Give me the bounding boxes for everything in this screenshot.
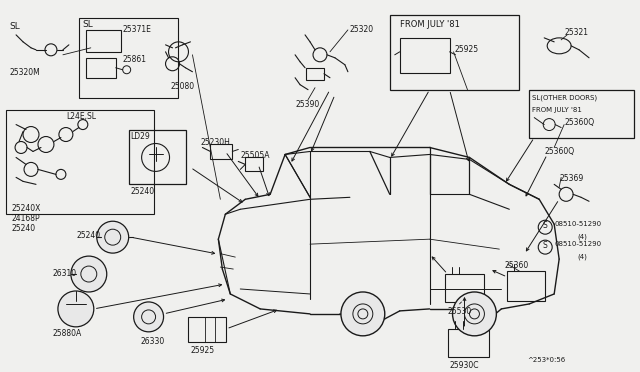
- Text: L24E,SL: L24E,SL: [66, 112, 96, 121]
- Text: S: S: [543, 241, 548, 250]
- Bar: [188, 317, 227, 342]
- Text: SL(OTHER DOORS): SL(OTHER DOORS): [532, 94, 597, 101]
- Circle shape: [134, 302, 164, 332]
- Text: 25925: 25925: [191, 346, 214, 355]
- Text: 26310: 26310: [53, 269, 77, 278]
- Text: 25880A: 25880A: [53, 329, 82, 338]
- Circle shape: [71, 256, 107, 292]
- Bar: [79, 18, 179, 98]
- Text: 25240: 25240: [11, 224, 35, 233]
- Text: 25390: 25390: [295, 100, 319, 109]
- Bar: [86, 30, 121, 52]
- Bar: [211, 144, 232, 160]
- Text: 25360Q: 25360Q: [564, 118, 595, 126]
- Text: (4): (4): [577, 233, 587, 240]
- Circle shape: [97, 221, 129, 253]
- Text: 25930C: 25930C: [449, 361, 479, 370]
- Text: 25321: 25321: [564, 28, 588, 37]
- Circle shape: [452, 292, 497, 336]
- Bar: [508, 271, 545, 301]
- Text: 25371E: 25371E: [123, 25, 152, 34]
- Text: FROM JULY '81: FROM JULY '81: [532, 107, 582, 113]
- Text: 25320M: 25320M: [9, 68, 40, 77]
- Bar: [86, 58, 116, 78]
- Bar: [6, 110, 154, 214]
- Text: 25369: 25369: [559, 174, 584, 183]
- Text: (4): (4): [577, 253, 587, 260]
- Text: SL: SL: [9, 22, 20, 31]
- Text: 25240: 25240: [77, 231, 101, 240]
- Circle shape: [341, 292, 385, 336]
- Text: FROM JULY '81: FROM JULY '81: [400, 20, 460, 29]
- Circle shape: [58, 291, 94, 327]
- Bar: [129, 129, 186, 185]
- Bar: [400, 38, 449, 73]
- Text: 25925: 25925: [454, 45, 479, 54]
- Text: 26330: 26330: [141, 337, 165, 346]
- Text: 25360Q: 25360Q: [544, 147, 574, 157]
- Text: 25320: 25320: [350, 25, 374, 34]
- Text: 25240X: 25240X: [11, 204, 40, 213]
- Text: 25505A: 25505A: [240, 151, 270, 160]
- Text: ^253*0:56: ^253*0:56: [527, 357, 566, 363]
- Text: 25080: 25080: [170, 82, 195, 91]
- Bar: [245, 157, 263, 171]
- Text: 25230H: 25230H: [200, 138, 230, 147]
- Text: LD29: LD29: [131, 132, 150, 141]
- Text: 08510-51290: 08510-51290: [554, 221, 602, 227]
- Bar: [390, 15, 519, 90]
- Text: S: S: [543, 221, 548, 230]
- Text: 08510-51290: 08510-51290: [554, 241, 602, 247]
- Bar: [445, 274, 484, 302]
- Text: 25530: 25530: [447, 307, 472, 316]
- Text: 25861: 25861: [123, 55, 147, 64]
- Bar: [447, 329, 490, 357]
- Text: SL: SL: [83, 20, 93, 29]
- Bar: [306, 68, 324, 80]
- Text: 25360: 25360: [504, 261, 529, 270]
- Bar: [529, 90, 634, 138]
- Text: 25240: 25240: [131, 187, 155, 196]
- Text: 24168P: 24168P: [11, 214, 40, 223]
